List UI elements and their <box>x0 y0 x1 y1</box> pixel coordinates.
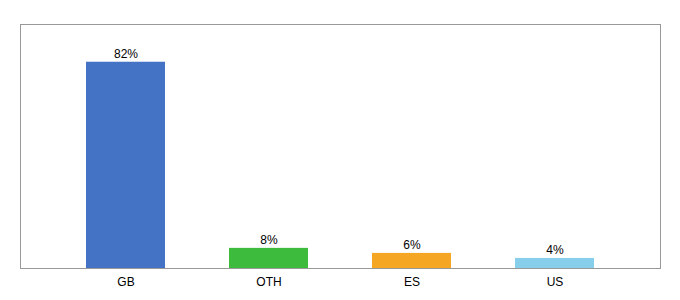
svg-text:82%: 82% <box>114 47 138 61</box>
svg-text:4%: 4% <box>546 243 564 257</box>
svg-text:GB: GB <box>117 275 134 289</box>
svg-text:US: US <box>547 275 564 289</box>
svg-text:ES: ES <box>404 275 420 289</box>
svg-text:8%: 8% <box>260 233 278 247</box>
svg-text:OTH: OTH <box>256 275 281 289</box>
svg-text:6%: 6% <box>403 238 421 252</box>
